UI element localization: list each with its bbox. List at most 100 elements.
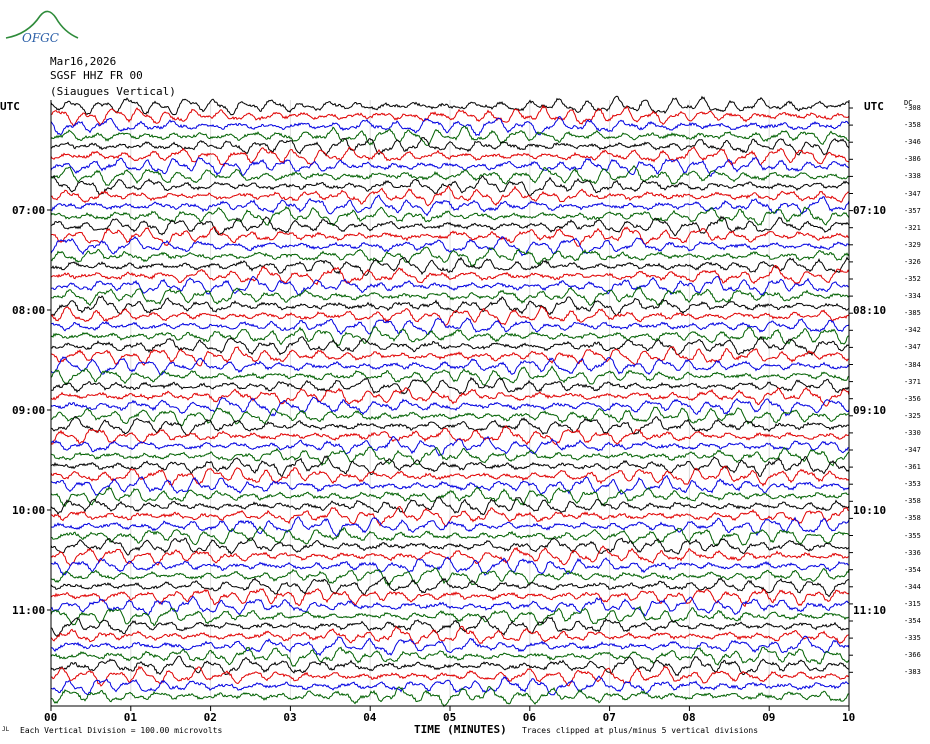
trace-line-15 [50, 246, 850, 268]
dc-offset-value: -338 [904, 172, 921, 181]
trace-line-46 [50, 556, 850, 577]
x-tick-label: 08 [682, 711, 696, 724]
trace-line-9 [50, 185, 850, 207]
trace-line-12 [50, 215, 850, 237]
dc-offset-value: -308 [904, 104, 921, 112]
trace-line-56 [50, 655, 850, 677]
dc-offset-value: -385 [904, 309, 921, 318]
trace-line-28 [50, 376, 850, 395]
trace-line-39 [50, 486, 850, 508]
footer-clip-note: Traces clipped at plus/minus 5 vertical … [522, 726, 759, 735]
dc-offset-value: -358 [904, 121, 921, 130]
trace-line-7 [50, 164, 850, 186]
dc-offset-value: -383 [904, 668, 921, 677]
trace-line-17 [50, 265, 850, 286]
x-tick-label: 02 [203, 711, 217, 724]
left-axis-utc-label: UTC [0, 100, 20, 113]
x-tick-label: 10 [842, 711, 856, 724]
trace-line-38 [50, 474, 850, 496]
logo-text: OFGC [22, 31, 59, 45]
trace-line-18 [50, 275, 849, 296]
trace-line-40 [50, 496, 850, 516]
dc-offset-value: -357 [904, 206, 921, 215]
right-hour-label: 09:10 [853, 404, 887, 417]
trace-line-13 [50, 226, 850, 247]
trace-line-35 [50, 446, 850, 467]
dc-offset-value: -347 [904, 343, 921, 352]
trace-line-27 [50, 365, 850, 386]
dc-offset-value: -386 [904, 155, 921, 164]
dc-offset-value: -353 [904, 480, 921, 489]
footer-mark: JL [2, 726, 10, 733]
left-hour-label: 08:00 [12, 304, 46, 317]
seismic-traces [50, 95, 850, 708]
trace-line-5 [50, 146, 850, 167]
footer-division-note: Each Vertical Division = 100.00 microvol… [20, 726, 223, 735]
dc-offset-value: -371 [904, 377, 921, 386]
dc-offset-value: -384 [904, 360, 921, 369]
trace-line-44 [50, 537, 850, 556]
trace-line-31 [50, 406, 850, 427]
trace-line-50 [50, 595, 850, 617]
dc-offset-value: -321 [904, 223, 921, 232]
trace-line-24 [50, 336, 850, 357]
dc-offset-value: -335 [904, 634, 921, 643]
dc-offset-value: -330 [904, 428, 921, 437]
plot-frame [47, 100, 853, 711]
x-tick-label: 07 [602, 711, 616, 724]
left-hour-label: 11:00 [12, 604, 46, 617]
trace-line-6 [50, 156, 850, 177]
dc-offset-value: -355 [904, 531, 921, 540]
trace-line-55 [50, 646, 850, 667]
right-hour-label: 08:10 [853, 304, 887, 317]
left-hour-label: 07:00 [12, 204, 46, 217]
right-hour-label: 11:10 [853, 604, 887, 617]
left-hour-label: 10:00 [12, 504, 46, 517]
trace-line-1 [50, 104, 850, 127]
dc-offset-value: -342 [904, 326, 921, 335]
trace-line-4 [50, 136, 850, 157]
x-tick-label: 00 [44, 711, 58, 724]
x-tick-label: 04 [363, 711, 377, 724]
trace-line-41 [50, 505, 850, 527]
trace-line-0 [50, 95, 850, 116]
trace-line-3 [50, 125, 850, 147]
ofgc-logo: OFGC [5, 10, 79, 45]
trace-line-52 [50, 615, 850, 638]
dc-offset-value: -336 [904, 548, 921, 557]
dc-offset-value: -354 [904, 617, 921, 625]
dc-offset-value: -358 [904, 514, 921, 523]
trace-line-53 [50, 625, 850, 645]
trace-line-23 [50, 326, 850, 348]
dc-offset-value: -346 [904, 138, 921, 147]
trace-line-48 [50, 576, 849, 598]
dc-offset-value: -366 [904, 651, 921, 660]
dc-offset-value: -358 [904, 497, 921, 506]
trace-line-33 [50, 424, 850, 446]
trace-line-20 [50, 295, 850, 317]
x-tick-label: 05 [443, 711, 457, 724]
trace-line-26 [50, 356, 850, 376]
trace-line-51 [50, 605, 850, 627]
trace-line-16 [50, 256, 849, 276]
left-hour-label: 09:00 [12, 404, 46, 417]
trace-line-32 [51, 416, 850, 436]
x-tick-label: 09 [762, 711, 776, 724]
trace-line-34 [50, 435, 850, 457]
trace-line-47 [50, 567, 850, 587]
header-date: Mar16,2026 [50, 55, 117, 68]
trace-line-19 [50, 285, 850, 307]
dc-offset-value: -315 [904, 599, 921, 608]
x-tick-label: 06 [522, 711, 537, 724]
trace-line-11 [50, 205, 850, 227]
x-tick-label: 03 [283, 711, 297, 724]
trace-line-42 [50, 516, 850, 537]
trace-line-58 [50, 675, 850, 696]
header-station: SGSF HHZ FR 00 [50, 69, 143, 82]
trace-line-14 [50, 235, 850, 257]
dc-offset-value: -326 [904, 257, 921, 266]
trace-line-37 [50, 465, 850, 487]
dc-offset-value: -356 [904, 394, 921, 403]
dc-offset-value: -352 [904, 275, 921, 283]
